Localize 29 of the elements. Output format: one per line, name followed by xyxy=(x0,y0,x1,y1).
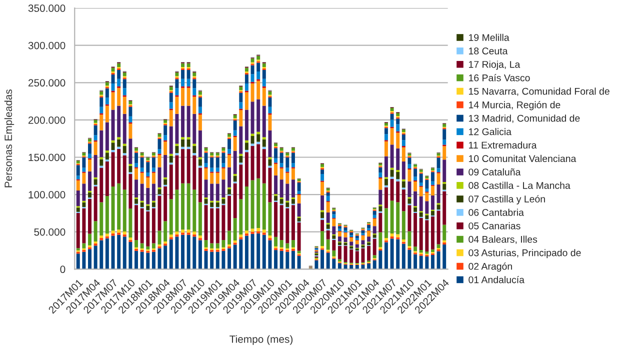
legend-label: 02 Aragón xyxy=(468,262,512,272)
legend-label: 07 Castilla y León xyxy=(468,195,545,204)
legend-label: 17 Rioja, La xyxy=(469,60,520,70)
legend-label: 09 Cataluña xyxy=(468,168,521,176)
legend-label: 08 Castilla - La Mancha xyxy=(468,182,570,189)
legend-label: 16 País Vasco xyxy=(469,74,530,82)
legend-label: 13 Madrid, Comunidad de xyxy=(469,114,580,123)
y-tick-label: 350.000 xyxy=(28,4,66,12)
y-tick-label: 200.000 xyxy=(28,116,66,124)
x-axis-title: Tiempo (mes) xyxy=(230,335,293,345)
y-tick-label: 300.000 xyxy=(28,42,66,50)
legend-label: 03 Asturias, Principado de xyxy=(468,249,581,258)
y-tick-label: 100.000 xyxy=(28,191,66,198)
legend-label: 15 Navarra, Comunidad Foral de xyxy=(469,88,610,96)
y-tick-label: 0 xyxy=(60,266,66,274)
legend-label: 05 Canarias xyxy=(468,222,520,230)
legend-label: 01 Andalucía xyxy=(468,276,524,284)
y-tick-label: 250.000 xyxy=(28,79,66,87)
y-axis-title: Personas Empleadas xyxy=(4,89,14,188)
legend-label: 10 Comunitat Valenciana xyxy=(469,154,576,162)
y-tick-label: 50.000 xyxy=(34,228,66,236)
legend-label: 11 Extremadura xyxy=(469,141,537,149)
legend-label: 06 Cantabria xyxy=(468,208,524,216)
legend-label: 14 Murcia, Región de xyxy=(469,101,560,110)
legend-label: 18 Ceuta xyxy=(469,48,508,54)
legend-label: 04 Balears, Illes xyxy=(468,236,538,244)
y-tick-label: 150.000 xyxy=(28,154,66,162)
legend-label: 12 Galicia xyxy=(469,128,512,136)
legend-label: 19 Melilla xyxy=(469,34,510,41)
